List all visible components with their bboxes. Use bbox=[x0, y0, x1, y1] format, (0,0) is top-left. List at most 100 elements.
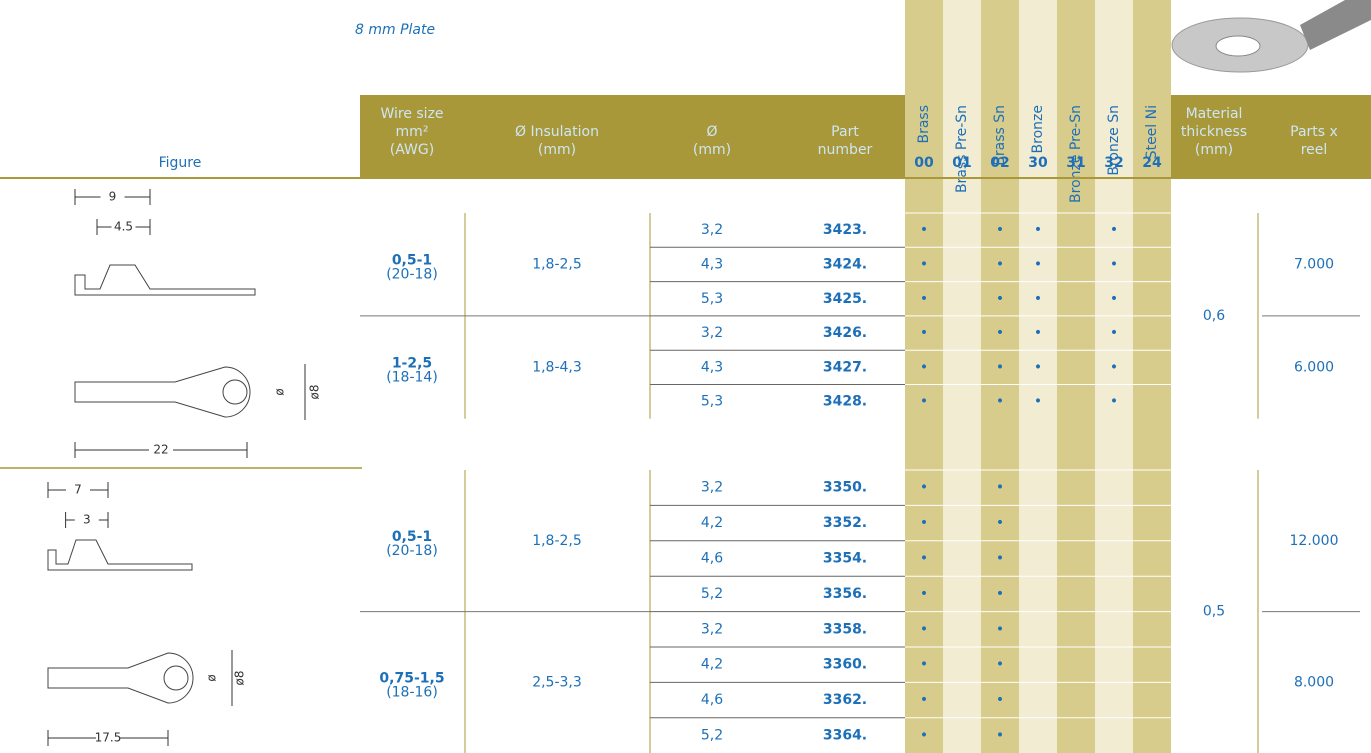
diameter: 3,2 bbox=[701, 621, 723, 637]
part-number: 3424. bbox=[823, 256, 867, 272]
part-number: 3358. bbox=[823, 621, 867, 637]
material-code: 24 bbox=[1142, 155, 1162, 171]
diameter: 4,6 bbox=[701, 551, 723, 567]
material-name: Bronze Pre-Sn bbox=[1068, 105, 1084, 203]
insulation: 1,8-2,5 bbox=[532, 533, 582, 549]
dimension-hole: ø bbox=[205, 674, 219, 681]
availability-dot: • bbox=[1110, 291, 1118, 307]
material-code: 01 bbox=[952, 155, 971, 171]
diameter: 5,3 bbox=[701, 394, 723, 410]
availability-dot: • bbox=[996, 657, 1004, 673]
diameter: 3,2 bbox=[701, 325, 723, 341]
material-code: 30 bbox=[1028, 155, 1048, 171]
dimension-outer: ø8 bbox=[233, 671, 247, 686]
header-label: (mm) bbox=[538, 142, 576, 158]
material-code: 32 bbox=[1104, 155, 1123, 171]
insulation: 1,8-2,5 bbox=[532, 256, 582, 272]
part-number: 3364. bbox=[823, 728, 867, 744]
header-figure: Figure bbox=[159, 155, 202, 171]
availability-dot: • bbox=[996, 692, 1004, 708]
part-number: 3350. bbox=[823, 480, 867, 496]
availability-dot: • bbox=[920, 621, 928, 637]
availability-dot: • bbox=[1034, 394, 1042, 410]
product-photo bbox=[1172, 0, 1371, 72]
part-number: 3356. bbox=[823, 586, 867, 602]
diameter: 4,2 bbox=[701, 515, 723, 531]
thickness: 0,5 bbox=[1203, 604, 1225, 620]
availability-dot: • bbox=[920, 480, 928, 496]
catalog-page: 8 mm Plate Brass00Brass Pre-Sn01Brass Sn… bbox=[0, 0, 1371, 753]
availability-dot: • bbox=[996, 291, 1004, 307]
availability-dot: • bbox=[996, 394, 1004, 410]
awg: (18-16) bbox=[386, 684, 438, 700]
availability-dot: • bbox=[996, 256, 1004, 272]
awg: (20-18) bbox=[386, 266, 438, 282]
parts-per-reel: 7.000 bbox=[1294, 256, 1334, 272]
part-number: 3427. bbox=[823, 359, 867, 375]
availability-dot: • bbox=[1110, 325, 1118, 341]
header-label: Ø Insulation bbox=[515, 124, 599, 140]
header-label: reel bbox=[1301, 142, 1328, 158]
header-label: (mm) bbox=[1195, 142, 1233, 158]
header-divider bbox=[0, 177, 1371, 179]
availability-dot: • bbox=[996, 621, 1004, 637]
dimension-crimp: 3 bbox=[83, 513, 91, 527]
availability-dot: • bbox=[920, 515, 928, 531]
availability-dot: • bbox=[996, 551, 1004, 567]
availability-dot: • bbox=[996, 515, 1004, 531]
header-label: (mm) bbox=[693, 142, 731, 158]
top-view bbox=[75, 367, 250, 417]
part-number: 3428. bbox=[823, 394, 867, 410]
diameter: 5,2 bbox=[701, 728, 723, 744]
diameter: 4,3 bbox=[701, 359, 723, 375]
diameter: 4,3 bbox=[701, 256, 723, 272]
diameter: 3,2 bbox=[701, 480, 723, 496]
availability-dot: • bbox=[1110, 256, 1118, 272]
top-view bbox=[48, 653, 193, 703]
material-name: Steel Ni bbox=[1144, 105, 1160, 159]
material-code: 00 bbox=[914, 155, 934, 171]
header-label: Part bbox=[831, 124, 859, 140]
dimension-length: 9 bbox=[109, 190, 117, 204]
dimension-length: 7 bbox=[74, 483, 82, 497]
diameter: 5,3 bbox=[701, 291, 723, 307]
header-label: Parts x bbox=[1290, 124, 1338, 140]
availability-dot: • bbox=[1034, 359, 1042, 375]
insulation: 1,8-4,3 bbox=[532, 359, 582, 375]
material-name: Bronze bbox=[1030, 105, 1046, 153]
parts-per-reel: 8.000 bbox=[1294, 674, 1334, 690]
awg: (18-14) bbox=[386, 369, 438, 385]
dimension-hole: ø bbox=[273, 388, 287, 395]
part-number: 3352. bbox=[823, 515, 867, 531]
availability-dot: • bbox=[920, 222, 928, 238]
side-view bbox=[48, 540, 192, 570]
thickness: 0,6 bbox=[1203, 308, 1225, 324]
header-label: Material bbox=[1186, 106, 1243, 122]
availability-dot: • bbox=[920, 586, 928, 602]
awg: (20-18) bbox=[386, 543, 438, 559]
header-label: Ø bbox=[706, 124, 717, 140]
header-label: number bbox=[818, 142, 873, 158]
availability-dot: • bbox=[996, 586, 1004, 602]
availability-dot: • bbox=[920, 291, 928, 307]
insulation: 2,5-3,3 bbox=[532, 674, 582, 690]
dimension-total: 22 bbox=[153, 443, 168, 457]
header-label: mm² bbox=[396, 124, 429, 140]
availability-dot: • bbox=[1110, 222, 1118, 238]
part-number: 3423. bbox=[823, 222, 867, 238]
availability-dot: • bbox=[920, 692, 928, 708]
part-number: 3426. bbox=[823, 325, 867, 341]
diameter: 3,2 bbox=[701, 222, 723, 238]
material-code: 02 bbox=[990, 155, 1009, 171]
header-label: Wire size bbox=[380, 106, 443, 122]
availability-dot: • bbox=[996, 728, 1004, 744]
availability-dot: • bbox=[1034, 291, 1042, 307]
header-label: (AWG) bbox=[390, 142, 434, 158]
material-name: Brass bbox=[916, 105, 932, 144]
availability-dot: • bbox=[1034, 222, 1042, 238]
availability-dot: • bbox=[920, 256, 928, 272]
availability-dot: • bbox=[996, 480, 1004, 496]
hole bbox=[164, 666, 188, 690]
availability-dot: • bbox=[996, 359, 1004, 375]
availability-dot: • bbox=[920, 394, 928, 410]
